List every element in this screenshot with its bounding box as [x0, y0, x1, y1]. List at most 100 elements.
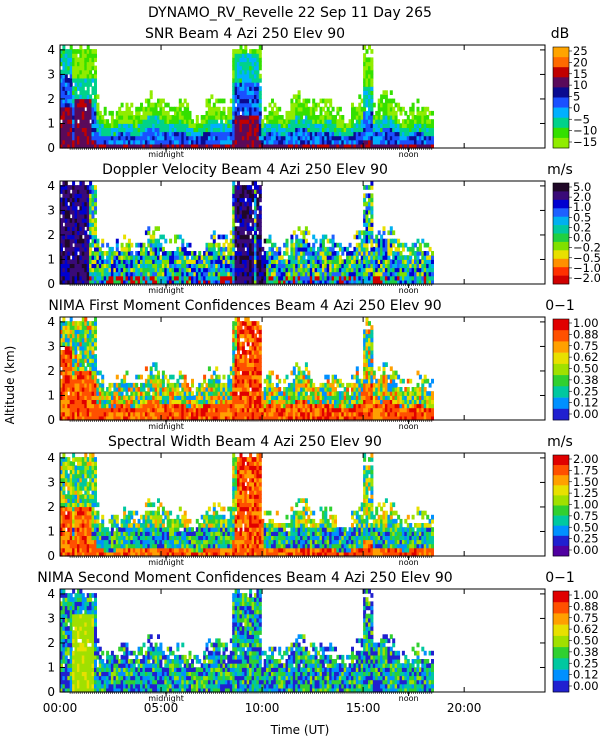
heat-cell	[108, 415, 112, 421]
heat-cell	[360, 115, 364, 120]
heat-cell	[321, 127, 325, 133]
heat-cell	[312, 102, 316, 108]
heat-cell	[79, 123, 83, 128]
heat-cell	[249, 214, 253, 219]
heat-cell	[91, 115, 95, 120]
heat-cell	[132, 131, 136, 137]
heat-cell	[74, 354, 78, 359]
heat-cell	[69, 271, 73, 277]
heat-cell	[91, 275, 95, 281]
heat-cell	[256, 49, 260, 54]
heat-cell	[159, 263, 163, 269]
heat-cell	[246, 86, 250, 91]
heat-cell	[188, 131, 192, 137]
heat-cell	[152, 242, 156, 248]
heat-cell	[178, 139, 182, 145]
heat-cell	[86, 354, 90, 359]
heat-cell	[94, 317, 97, 322]
heat-cell	[77, 354, 80, 359]
heat-cell	[409, 143, 413, 149]
heat-cell	[64, 370, 68, 376]
heat-cell	[123, 374, 127, 380]
heat-cell	[331, 131, 335, 137]
heat-cell	[174, 267, 177, 273]
colorbar-label: 15	[573, 67, 588, 81]
heat-cell	[91, 98, 95, 104]
heat-cell	[331, 263, 335, 269]
heat-cell	[106, 123, 110, 128]
heat-cell	[96, 110, 100, 116]
heat-cell	[295, 123, 299, 128]
heat-cell	[249, 78, 253, 83]
heat-cell	[346, 279, 350, 285]
heat-cell	[69, 395, 73, 400]
heat-cell	[191, 271, 194, 277]
heat-cell	[237, 230, 240, 236]
heat-cell	[326, 238, 330, 244]
heat-cell	[84, 123, 88, 128]
heat-cell	[64, 263, 68, 269]
heat-cell	[81, 279, 85, 285]
heat-cell	[273, 275, 277, 281]
heat-cell	[198, 275, 202, 281]
heat-cell	[249, 123, 253, 128]
heat-cell	[195, 267, 199, 273]
heat-cell	[96, 131, 100, 137]
heat-cell	[77, 391, 80, 396]
heat-cell	[147, 230, 151, 236]
heat-cell	[91, 86, 95, 91]
heat-cell	[84, 185, 88, 190]
heat-cell	[60, 57, 63, 63]
heat-cell	[324, 267, 328, 273]
heat-cell	[409, 106, 413, 112]
heat-cell	[94, 242, 97, 248]
heat-cell	[355, 279, 359, 285]
heat-cell	[275, 115, 279, 120]
heat-cell	[232, 246, 236, 252]
heat-cell	[389, 238, 393, 244]
heat-cell	[101, 378, 105, 384]
heat-cell	[86, 263, 90, 269]
heat-cell	[74, 53, 78, 58]
heat-cell	[222, 127, 226, 133]
heat-cell	[241, 242, 245, 248]
heat-cell	[144, 135, 148, 141]
heat-cell	[86, 399, 90, 405]
heat-cell	[334, 115, 337, 120]
heat-cell	[416, 115, 420, 120]
heat-cell	[384, 242, 388, 248]
heat-cell	[127, 255, 131, 260]
heat-cell	[74, 131, 78, 137]
heat-cell	[268, 279, 272, 285]
heat-cell	[69, 345, 73, 351]
heat-cell	[314, 263, 318, 269]
heat-cell	[428, 131, 432, 137]
heat-cell	[159, 411, 163, 417]
heat-cell	[426, 135, 430, 141]
heat-cell	[239, 57, 243, 63]
heat-cell	[256, 234, 260, 240]
heat-cell	[210, 279, 214, 285]
heat-cell	[334, 255, 337, 260]
heat-cell	[86, 345, 90, 351]
heat-cell	[215, 251, 219, 256]
heat-cell	[207, 271, 211, 277]
heat-cell	[64, 139, 68, 145]
heat-cell	[261, 123, 265, 128]
heat-cell	[375, 119, 379, 124]
heat-cell	[89, 218, 93, 223]
heat-cell	[428, 246, 432, 252]
heat-cell	[81, 61, 85, 67]
heat-cell	[421, 263, 425, 269]
heat-cell	[382, 119, 386, 124]
heat-cell	[181, 279, 185, 285]
heat-cell	[404, 279, 408, 285]
heat-cell	[94, 135, 97, 141]
heat-cell	[125, 119, 129, 124]
heat-cell	[69, 333, 73, 339]
heat-cell	[169, 127, 173, 133]
heat-cell	[287, 115, 291, 120]
heat-cell	[161, 98, 165, 104]
heat-cell	[241, 94, 245, 100]
heat-cell	[389, 135, 393, 141]
